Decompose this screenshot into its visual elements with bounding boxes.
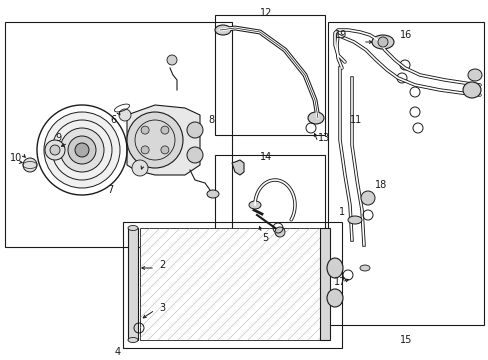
Bar — [319, 228, 329, 340]
Text: 9: 9 — [55, 133, 61, 143]
Text: 10: 10 — [10, 153, 22, 163]
Circle shape — [167, 55, 177, 65]
Ellipse shape — [206, 190, 219, 198]
Ellipse shape — [248, 201, 261, 209]
Text: 13: 13 — [317, 133, 329, 143]
Ellipse shape — [326, 289, 342, 307]
Bar — [327, 22, 483, 325]
Text: 11: 11 — [349, 115, 362, 125]
Bar — [123, 222, 341, 348]
Circle shape — [186, 122, 203, 138]
Text: 17: 17 — [333, 277, 346, 287]
Text: 15: 15 — [399, 335, 411, 345]
Text: 12: 12 — [259, 8, 272, 18]
Text: 2: 2 — [159, 260, 165, 270]
Ellipse shape — [128, 338, 138, 342]
Text: 8: 8 — [207, 115, 214, 125]
Ellipse shape — [371, 35, 393, 49]
Text: 3: 3 — [159, 303, 165, 313]
Ellipse shape — [326, 258, 342, 278]
Circle shape — [161, 126, 168, 134]
Circle shape — [141, 126, 149, 134]
Text: 7: 7 — [107, 185, 113, 195]
Circle shape — [45, 140, 65, 160]
Bar — [215, 15, 325, 135]
Circle shape — [119, 109, 131, 121]
Text: 16: 16 — [399, 30, 411, 40]
Text: 18: 18 — [374, 180, 386, 190]
Circle shape — [50, 145, 60, 155]
Circle shape — [141, 146, 149, 154]
Text: 5: 5 — [262, 233, 268, 243]
Ellipse shape — [467, 69, 481, 81]
Bar — [140, 228, 319, 340]
Circle shape — [127, 112, 183, 168]
Text: 1: 1 — [338, 207, 345, 217]
Circle shape — [186, 147, 203, 163]
Circle shape — [377, 37, 387, 47]
Text: 14: 14 — [259, 152, 271, 162]
Text: 6: 6 — [110, 115, 116, 125]
Ellipse shape — [128, 225, 138, 230]
Ellipse shape — [307, 112, 324, 124]
Ellipse shape — [462, 82, 480, 98]
Circle shape — [274, 227, 285, 237]
Ellipse shape — [359, 265, 369, 271]
Bar — [128, 228, 138, 340]
Circle shape — [44, 112, 120, 188]
Circle shape — [23, 158, 37, 172]
Polygon shape — [231, 160, 244, 175]
Text: 4: 4 — [115, 347, 121, 357]
Circle shape — [161, 146, 168, 154]
Polygon shape — [127, 105, 200, 175]
Circle shape — [68, 136, 96, 164]
Ellipse shape — [347, 216, 361, 224]
Circle shape — [360, 191, 374, 205]
Bar — [5, 22, 231, 247]
Circle shape — [60, 128, 104, 172]
Ellipse shape — [215, 25, 230, 35]
Circle shape — [75, 143, 89, 157]
Circle shape — [132, 160, 148, 176]
Text: 19: 19 — [334, 30, 346, 40]
Bar — [215, 155, 325, 247]
